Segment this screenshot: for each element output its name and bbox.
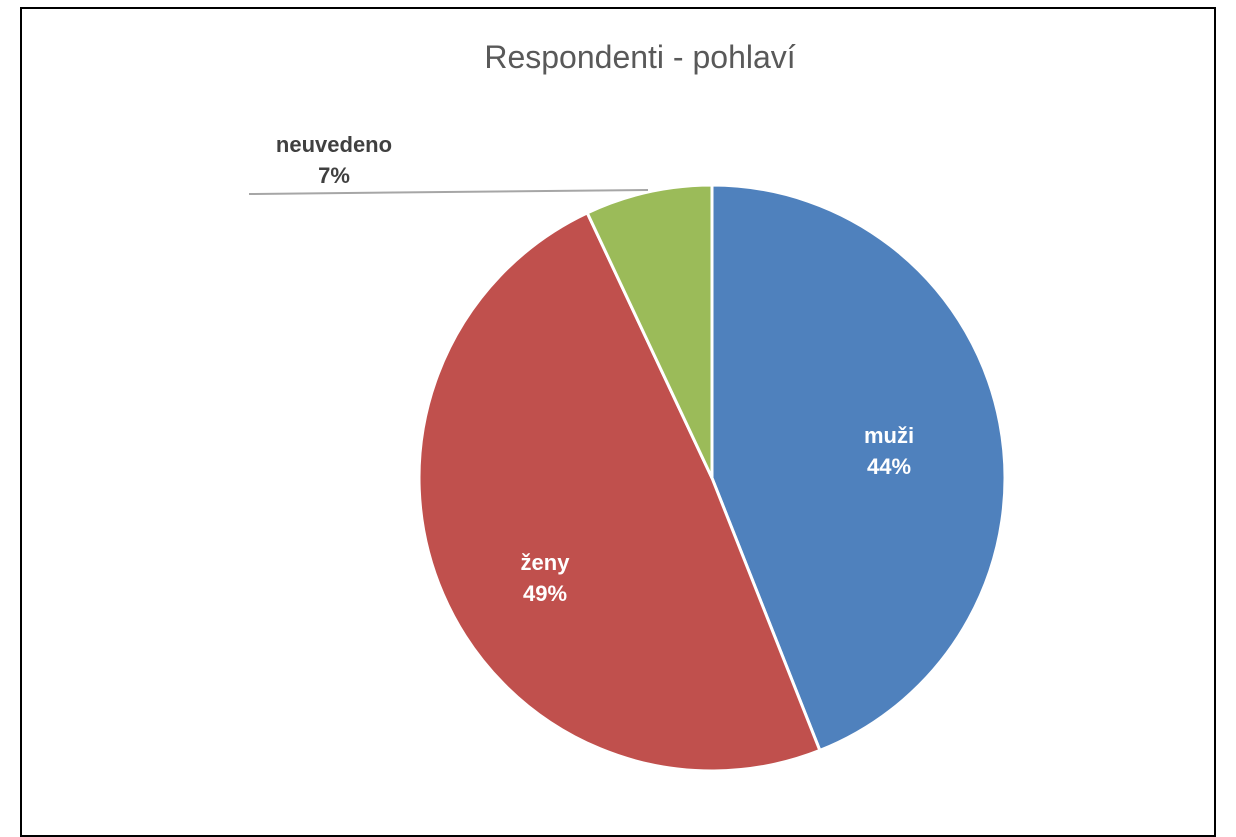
slice-category-label-0: muži <box>864 423 914 448</box>
slice-category-label-1: ženy <box>521 550 571 575</box>
pie-slices <box>417 183 1007 773</box>
pie-slice-1 <box>417 211 822 773</box>
slice-value-label-2: 7% <box>318 163 350 188</box>
leader-line <box>248 189 649 195</box>
pie-slice-0 <box>710 183 1007 752</box>
pie-labels: muži 44% ženy 49% neuvedeno 7% <box>276 132 914 606</box>
slice-category-label-2: neuvedeno <box>276 132 392 157</box>
pie-slice-2 <box>585 183 714 480</box>
slice-value-label-0: 44% <box>867 454 911 479</box>
chart-title: Respondenti - pohlaví <box>484 39 795 75</box>
slice-value-label-1: 49% <box>523 581 567 606</box>
